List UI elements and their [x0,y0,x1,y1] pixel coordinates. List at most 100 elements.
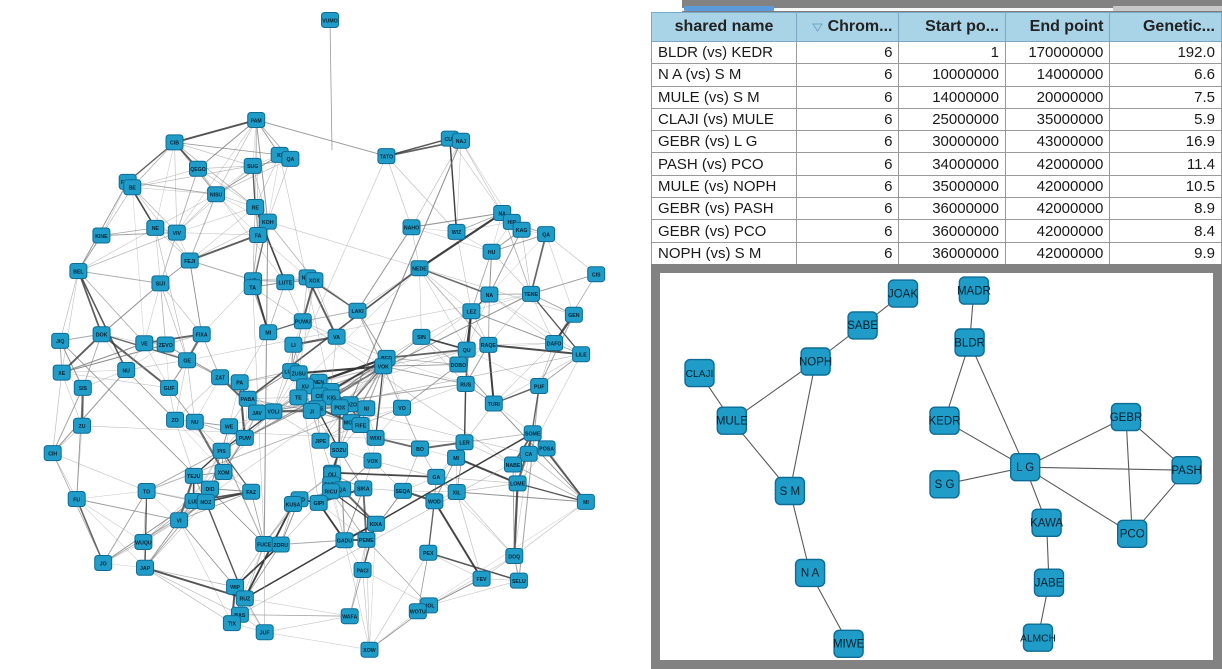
svg-text:PAM: PAM [251,118,262,124]
svg-text:ZEVO: ZEVO [159,343,173,349]
svg-text:NI: NI [364,407,370,413]
svg-text:CIH: CIH [48,451,57,457]
svg-text:ZAT: ZAT [215,376,226,382]
svg-text:ZO: ZO [171,418,178,424]
svg-text:RUS: RUS [460,382,471,388]
svg-text:CLAJI: CLAJI [686,369,714,380]
svg-text:HU: HU [488,250,496,256]
svg-text:FIFE: FIFE [355,423,367,429]
svg-text:DAFO: DAFO [547,341,562,347]
svg-text:SELU: SELU [512,579,526,585]
svg-text:TATO: TATO [380,154,393,160]
svg-text:TE: TE [295,396,302,402]
svg-text:LER: LER [459,441,470,447]
svg-text:TURI: TURI [488,402,501,408]
svg-text:WIZ: WIZ [452,230,462,236]
svg-text:MI: MI [265,331,271,337]
svg-text:MULE: MULE [716,416,748,428]
svg-text:N A: N A [801,568,820,580]
svg-text:PEX: PEX [423,551,434,557]
svg-text:PCO: PCO [1120,529,1145,541]
svg-text:CIS: CIS [592,273,601,279]
svg-text:PEME: PEME [359,538,374,544]
svg-text:SOZU: SOZU [332,448,347,454]
svg-text:WIP: WIP [230,585,240,591]
svg-text:PUW: PUW [239,436,251,442]
svg-text:XOM: XOM [218,470,230,476]
svg-text:XOW: XOW [363,648,375,654]
svg-text:PUF: PUF [534,384,544,390]
svg-text:BO: BO [416,447,424,453]
svg-text:GIPI: GIPI [314,501,325,507]
svg-text:JO: JO [100,561,107,567]
svg-text:VO: VO [398,406,406,412]
svg-text:LILE: LILE [575,353,587,359]
svg-text:FAZ: FAZ [246,490,257,496]
svg-text:SIS: SIS [79,386,88,392]
svg-text:QEGO: QEGO [190,167,206,173]
svg-text:L G: L G [1016,462,1034,474]
svg-text:RICU: RICU [325,490,338,496]
svg-text:JOAK: JOAK [888,288,918,300]
svg-text:ZU: ZU [79,424,86,430]
svg-text:DOBO: DOBO [451,363,467,369]
svg-text:QA: QA [287,157,295,163]
svg-text:LEZ: LEZ [466,310,477,316]
svg-text:DOK: DOK [96,333,108,339]
svg-text:FU: FU [73,497,80,503]
svg-text:JUF: JUF [260,631,270,637]
svg-text:JIPE: JIPE [315,439,327,445]
svg-text:MIWE: MIWE [833,639,865,651]
svg-text:RUZ: RUZ [239,597,250,603]
svg-text:WE: WE [225,425,234,431]
svg-text:LI: LI [291,343,296,349]
svg-text:NABE: NABE [506,463,521,469]
svg-text:ZORU: ZORU [273,543,288,549]
svg-text:TENE: TENE [524,292,538,298]
svg-text:VIV: VIV [173,231,182,237]
svg-text:FEJI: FEJI [184,259,196,265]
svg-text:KAG: KAG [516,228,528,234]
svg-text:GE: GE [183,359,191,365]
svg-text:WIXI: WIXI [370,436,382,442]
svg-text:GEBR: GEBR [1110,412,1143,424]
svg-text:S G: S G [935,479,955,491]
svg-text:KUSA: KUSA [286,502,301,508]
svg-text:BEL: BEL [73,269,84,275]
svg-text:SIJI: SIJI [156,282,166,288]
svg-text:VE: VE [141,342,148,348]
svg-text:JIQ: JIQ [56,339,64,345]
svg-text:TIX: TIX [228,621,237,627]
svg-text:DID: DID [206,487,215,493]
svg-text:BLDR: BLDR [954,337,985,349]
svg-text:NU: NU [191,420,199,426]
svg-text:FUCE: FUCE [257,542,272,548]
svg-text:NAJ: NAJ [456,139,466,145]
svg-text:ALMCH: ALMCH [1020,634,1056,645]
svg-text:FEV: FEV [477,577,488,583]
svg-text:KINE: KINE [95,234,108,240]
svg-text:KEDR: KEDR [929,416,961,428]
svg-text:GEN: GEN [568,313,579,319]
svg-text:PIS: PIS [217,449,226,455]
svg-text:MI: MI [453,456,459,462]
svg-text:LOME: LOME [510,482,526,488]
svg-text:KOH: KOH [262,220,274,226]
svg-text:TEJU: TEJU [187,474,201,480]
svg-text:SEQA: SEQA [396,489,411,495]
svg-text:TA: TA [249,285,256,291]
svg-text:POX: POX [334,406,345,412]
svg-text:NOPH: NOPH [799,356,832,368]
svg-text:PABA: PABA [241,397,256,403]
svg-text:FA: FA [255,233,262,239]
svg-text:NEDE: NEDE [412,267,427,273]
svg-text:JAV: JAV [252,411,262,417]
svg-text:JAP: JAP [140,566,151,572]
svg-text:JABE: JABE [1035,578,1064,590]
svg-text:XE: XE [58,371,65,377]
svg-text:PACI: PACI [357,568,370,574]
svg-text:GUF: GUF [164,386,175,392]
svg-text:RAQE: RAQE [481,343,497,349]
svg-text:XIL: XIL [453,490,462,496]
svg-text:VUMO: VUMO [322,18,338,24]
